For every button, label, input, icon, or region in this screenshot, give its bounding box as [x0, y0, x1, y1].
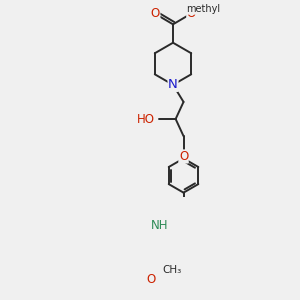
- Text: O: O: [151, 7, 160, 20]
- Text: HO: HO: [136, 112, 154, 125]
- Text: NH: NH: [151, 219, 168, 232]
- Text: O: O: [179, 150, 188, 163]
- Text: CH₃: CH₃: [163, 265, 182, 275]
- Text: O: O: [187, 7, 196, 20]
- Text: methyl: methyl: [186, 4, 220, 14]
- Text: N: N: [168, 78, 178, 91]
- Text: O: O: [146, 273, 155, 286]
